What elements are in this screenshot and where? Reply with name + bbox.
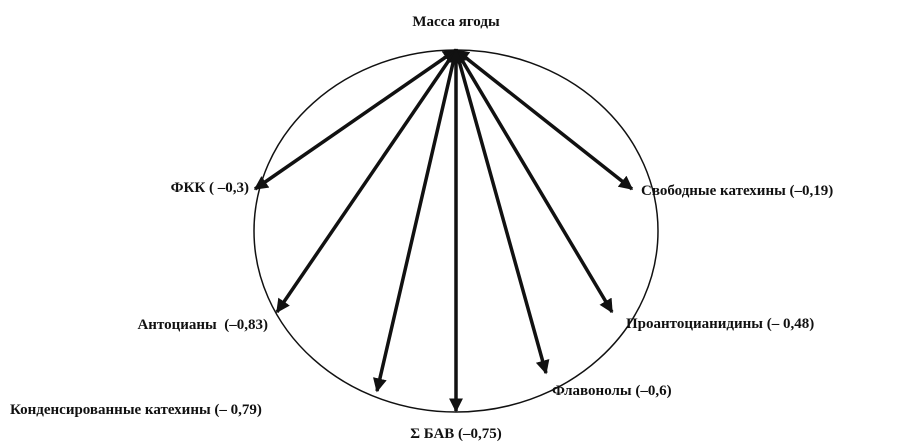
center-label: Масса ягоды xyxy=(412,14,500,30)
arrow xyxy=(452,48,550,375)
arrow xyxy=(253,48,458,191)
arrow xyxy=(373,48,460,393)
arrow xyxy=(454,48,634,191)
arrows xyxy=(253,48,634,413)
node-label: Проантоцианидины (– 0,48) xyxy=(626,316,814,332)
node-label: Антоцианы (–0,83) xyxy=(137,317,268,333)
arrow xyxy=(275,48,458,314)
node-label: Свободные катехины (–0,19) xyxy=(641,183,833,199)
node-label: Σ БАВ (–0,75) xyxy=(410,426,502,442)
node-label: ФКК ( –0,3) xyxy=(171,180,249,196)
node-label: Флавонолы (–0,6) xyxy=(552,383,672,399)
arrow xyxy=(454,48,614,314)
node-label: Конденсированные катехины (– 0,79) xyxy=(10,402,262,418)
